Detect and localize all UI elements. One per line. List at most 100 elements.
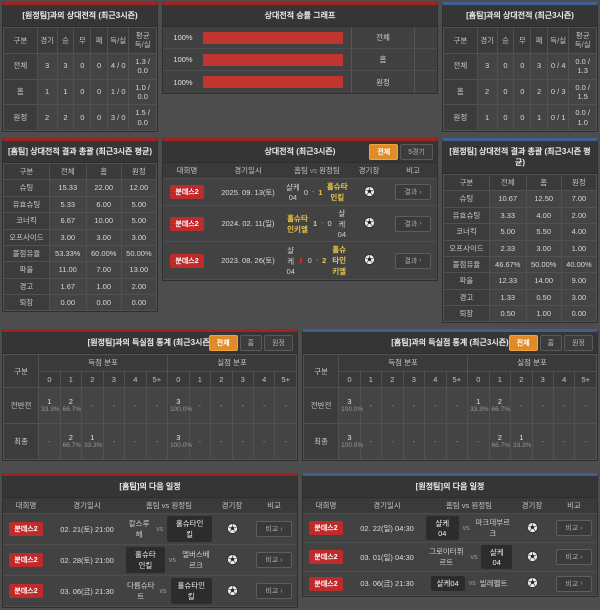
goal-stats-away-tab[interactable]: 홈 <box>239 334 263 351</box>
column-header: 평균 득/실 <box>568 27 597 54</box>
table-row: 슈팅 15.33 22.00 12.00 <box>3 179 158 197</box>
cell-value: 50.00% <box>120 244 158 263</box>
schedule-home-title: [홈팀]의 다음 일정 <box>3 476 297 499</box>
column-header: 원정 <box>560 173 598 192</box>
distribution-cell: - <box>145 387 169 425</box>
empty-value: - <box>477 436 480 446</box>
column-header: 전체 <box>48 162 87 181</box>
goal-stats-home-tab[interactable]: 원정 <box>564 334 593 351</box>
chevron-right-icon: › <box>580 524 583 532</box>
compare-button[interactable]: 비교 › <box>256 552 292 569</box>
league-cell: 분데스2 <box>303 548 349 566</box>
table-row: 파울 11.00 7.00 13.00 <box>3 261 158 279</box>
empty-value: - <box>220 436 223 446</box>
note-cell: 결과 › <box>389 214 437 234</box>
row-label: 파울 <box>3 261 50 279</box>
column-header: 경기 <box>476 27 498 54</box>
column-header: 승 <box>56 27 75 54</box>
compare-button[interactable]: 비교 › <box>256 583 292 600</box>
bin-header: 2 <box>81 370 104 389</box>
header-note: 비교 <box>267 501 281 511</box>
cell-value: 0 <box>513 78 532 106</box>
venue-cell <box>513 520 551 537</box>
match-teams: 홀슈타인키엘 1-0 샬케04 <box>285 206 349 241</box>
away-team-name: 홀슈타인킬 <box>170 578 212 605</box>
bin-header: 3 <box>231 370 255 389</box>
table-row: 슈팅 10.67 12.50 7.00 <box>443 190 598 208</box>
result-button[interactable]: 결과 › <box>395 215 431 232</box>
distribution-cell: - <box>124 423 147 461</box>
header-match: 홈팀 vs 원정팀 <box>285 163 349 178</box>
cell-value: 0.50 <box>525 288 562 307</box>
note-cell: 결과 › <box>389 182 437 202</box>
compare-button[interactable]: 비교 › <box>556 575 592 592</box>
result-button[interactable]: 결과 › <box>395 184 431 200</box>
table-row: 코너킥 6.67 10.00 5.00 <box>3 212 158 230</box>
winrate-bar-row: 100% 전체 <box>163 27 437 49</box>
goal-stats-home-tab[interactable]: 전체 <box>508 334 538 351</box>
home-team-name: 홀슈타인키엘 <box>287 213 308 234</box>
table-row: 코너킥 5.00 5.50 4.00 <box>443 223 598 241</box>
venue-cell <box>213 552 251 569</box>
column-header: 전체 <box>488 173 527 192</box>
table-row: 볼점유율 53.33% 60.00% 50.00% <box>3 244 158 263</box>
result-button[interactable]: 결과 › <box>395 252 431 269</box>
chevron-right-icon: › <box>280 556 283 564</box>
cell-value: 7.00 <box>85 261 122 279</box>
distribution-cell: - <box>102 387 126 425</box>
goal-stats-away-tab[interactable]: 원정 <box>264 334 293 351</box>
compare-button-label: 비교 <box>265 526 279 534</box>
distribution-cell: - <box>574 387 597 425</box>
league-cell: 분데스2 <box>3 582 49 600</box>
cell-value: 1.67 <box>48 277 87 296</box>
score-separator: - <box>315 257 319 264</box>
bin-header: 5+ <box>274 370 297 389</box>
compare-button[interactable]: 비교 › <box>556 520 592 537</box>
percent-value: 33.3% <box>470 406 489 414</box>
cell-value: 0 <box>90 104 109 131</box>
bar-category-label: 홈 <box>351 49 415 70</box>
cell-value: 0 <box>90 52 109 80</box>
percent-value: 100.0% <box>341 442 364 450</box>
goal-stats-home-table: 구분 득점 분포 실점 분포 0 1 2 3 4 5+ 0 1 2 3 4 5+ 전반전 3 100.0% - - - -… <box>302 354 597 461</box>
count-value: 1 <box>476 396 481 406</box>
league-cell: 분데스2 <box>3 520 49 538</box>
cell-value: 0 / 1 <box>547 104 570 131</box>
empty-value: - <box>455 436 459 446</box>
schedule-away-list: 대회명 경기일시 홈팀 vs 원정팀 경기장 비교 분데스2 02. 22(일) 04:30… <box>303 498 597 597</box>
bin-header: 1 <box>188 370 212 389</box>
goal-stats-home-tab[interactable]: 홈 <box>539 334 563 351</box>
compare-button[interactable]: 비교 › <box>556 549 592 566</box>
distribution-cell: - <box>552 423 576 461</box>
distribution-cell: 3 100.0% <box>167 387 192 425</box>
row-label: 볼점유율 <box>3 244 50 263</box>
match-teams: 샬케04 0-2 홀슈타인키엘 <box>285 242 349 279</box>
cell-value: 14.00 <box>525 272 562 290</box>
bar-value-label: 100% <box>173 55 193 64</box>
compare-button-label: 비교 <box>565 554 579 562</box>
count-value: 3 <box>176 396 181 406</box>
bin-header: 0 <box>167 370 190 389</box>
compare-button[interactable]: 비교 › <box>256 521 292 538</box>
cell-value: 9.00 <box>560 272 598 290</box>
table-row: 경고 1.33 0.50 3.00 <box>443 288 598 307</box>
h2h-recent-tab[interactable]: 5경기 <box>400 143 433 160</box>
cell-value: 2.00 <box>120 277 158 296</box>
distribution-cell: - <box>359 423 383 461</box>
row-label: 유효슈팅 <box>3 195 50 214</box>
bar-spacer <box>415 71 437 93</box>
row-label: 경고 <box>3 277 50 296</box>
empty-value: - <box>155 436 159 446</box>
h2h-recent-tab[interactable]: 전체 <box>369 143 399 160</box>
cell-value: 2 <box>36 104 58 131</box>
home-team-name: 칼스루헤 <box>128 519 150 540</box>
goal-stats-away-tab[interactable]: 전체 <box>208 334 238 351</box>
column-header: 구분 <box>443 173 490 192</box>
cell-value: 10.67 <box>488 190 527 208</box>
note-cell: 비교 › <box>551 547 597 567</box>
cell-value: 6.00 <box>85 195 122 214</box>
home-team-name: 홀슈타인킬 <box>126 547 165 574</box>
league-cell: 분데스2 <box>163 252 211 270</box>
soccer-ball-icon <box>526 521 538 533</box>
